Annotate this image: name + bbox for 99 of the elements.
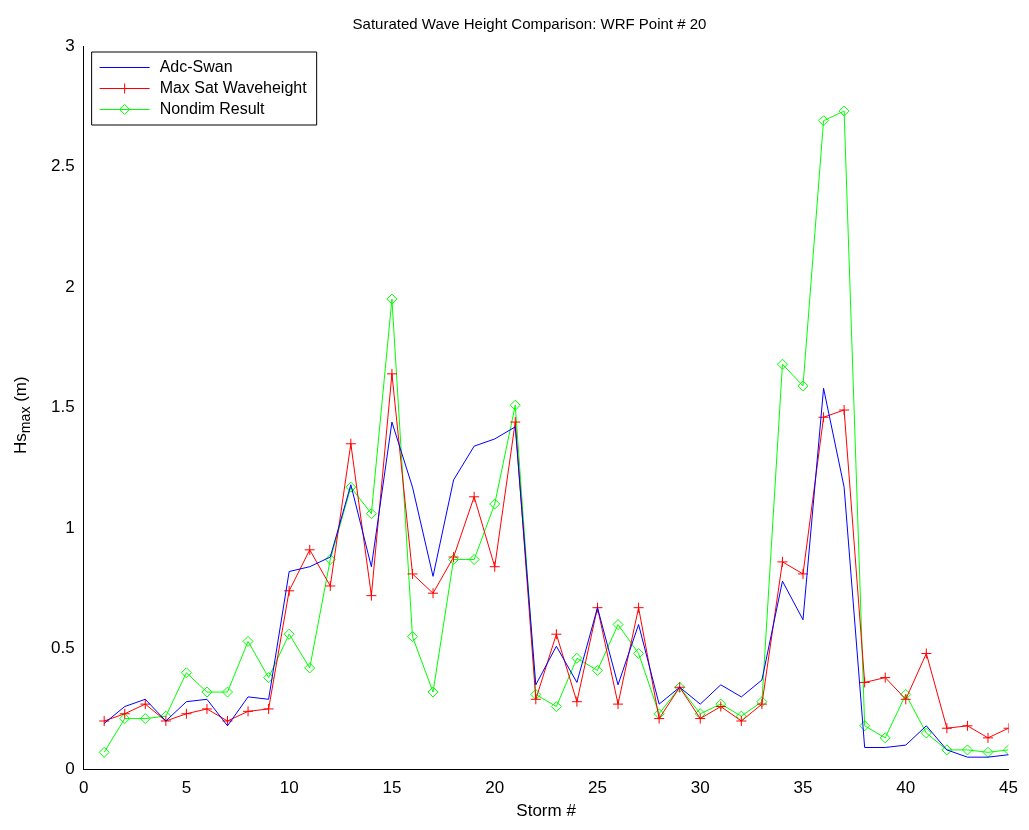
x-tick-label: 25	[588, 778, 607, 798]
point	[509, 399, 521, 411]
y-tick-label: 1	[65, 517, 75, 537]
point	[468, 491, 480, 503]
x-tick-label: 20	[485, 778, 505, 798]
point	[386, 293, 398, 305]
x-tick-label: 45	[999, 778, 1019, 798]
x-tick-label: 15	[382, 778, 402, 798]
point	[591, 602, 603, 614]
point	[468, 553, 480, 565]
point	[406, 631, 418, 643]
point	[612, 619, 624, 631]
point	[180, 667, 192, 679]
point	[201, 686, 213, 698]
point	[982, 732, 994, 744]
point	[694, 713, 706, 725]
point	[427, 587, 439, 599]
point	[489, 498, 501, 510]
point	[550, 628, 562, 640]
point	[509, 416, 521, 428]
point	[304, 544, 316, 556]
point	[427, 686, 439, 698]
point	[735, 710, 747, 722]
point	[222, 715, 234, 727]
x-axis-title: Storm #	[516, 801, 577, 821]
point	[119, 708, 131, 720]
y-tick-label: 1.5	[50, 397, 75, 417]
point	[941, 744, 953, 756]
point	[900, 693, 912, 705]
point	[406, 568, 418, 580]
point	[119, 713, 131, 725]
point	[859, 676, 871, 688]
point	[550, 701, 562, 713]
point	[263, 703, 275, 715]
y-tick-label: 2.5	[50, 156, 75, 176]
point	[98, 746, 110, 758]
legend-label: Max Sat Waveheight	[159, 78, 308, 96]
point	[838, 404, 850, 416]
point	[283, 585, 295, 597]
point	[797, 568, 809, 580]
point	[633, 602, 645, 614]
point	[386, 368, 398, 380]
point	[879, 732, 891, 744]
point	[530, 688, 542, 700]
point	[633, 647, 645, 659]
legend-label: Adc-Swan	[159, 57, 233, 75]
point	[571, 652, 583, 664]
point	[365, 590, 377, 602]
point	[489, 561, 501, 573]
chart-title: Saturated Wave Height Comparison: WRF Point # 20	[352, 15, 707, 33]
y-tick-label: 3	[65, 35, 75, 55]
point	[879, 672, 891, 684]
point	[530, 693, 542, 705]
point	[324, 580, 336, 592]
point	[653, 713, 665, 725]
point	[961, 744, 973, 756]
y-tick-label: 0.5	[50, 638, 75, 658]
x-tick-label: 5	[181, 778, 192, 798]
point	[920, 647, 932, 659]
point	[139, 698, 151, 710]
point	[838, 105, 850, 117]
point	[961, 720, 973, 732]
y-tick-label: 2	[65, 276, 75, 296]
point	[160, 715, 172, 727]
point	[201, 703, 213, 715]
point	[180, 708, 192, 720]
point	[859, 720, 871, 732]
point	[776, 556, 788, 568]
x-tick-label: 35	[793, 778, 813, 798]
y-tick-label: 0	[65, 758, 75, 778]
point	[242, 705, 254, 717]
point	[304, 662, 316, 674]
x-tick-label: 30	[690, 778, 710, 798]
point	[222, 686, 234, 698]
point	[324, 553, 336, 565]
point	[263, 672, 275, 684]
point	[818, 115, 830, 127]
point	[345, 481, 357, 493]
point	[982, 746, 994, 758]
point	[941, 722, 953, 734]
point	[818, 411, 830, 423]
point	[571, 696, 583, 708]
point	[242, 635, 254, 647]
point	[776, 358, 788, 370]
point	[345, 438, 357, 450]
legend-label: Nondim Result	[159, 99, 266, 117]
x-tick-label: 10	[279, 778, 299, 798]
point	[900, 688, 912, 700]
point	[98, 715, 110, 727]
point	[920, 727, 932, 739]
point	[612, 698, 624, 710]
point	[283, 628, 295, 640]
point	[365, 508, 377, 520]
point	[591, 664, 603, 676]
point	[139, 713, 151, 725]
point	[797, 380, 809, 392]
point	[735, 715, 747, 727]
x-tick-label: 40	[896, 778, 916, 798]
x-tick-label: 0	[78, 778, 89, 798]
